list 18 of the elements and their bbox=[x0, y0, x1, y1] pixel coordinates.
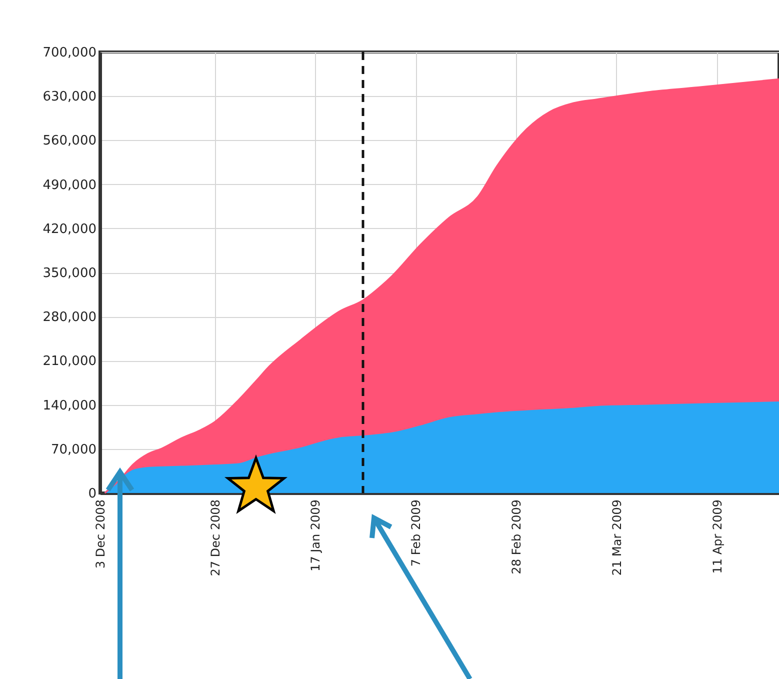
y-tick-label: 350,000 bbox=[42, 266, 96, 281]
x-tick-label: 28 Feb 2009 bbox=[510, 500, 524, 574]
y-tick-label: 490,000 bbox=[42, 178, 96, 193]
y-tick-label: 280,000 bbox=[42, 310, 96, 326]
y-tick-label: 0 bbox=[88, 486, 96, 502]
y-tick-label: 140,000 bbox=[42, 398, 96, 414]
x-tick-label: 7 Feb 2009 bbox=[409, 500, 424, 567]
x-tick-label: 3 Dec 2008 bbox=[94, 500, 108, 569]
x-tick-label: 27 Dec 2008 bbox=[208, 500, 222, 576]
y-tick-label: 70,000 bbox=[51, 442, 96, 458]
y-tick-label: 560,000 bbox=[42, 134, 96, 149]
y-tick-label: 630,000 bbox=[42, 90, 96, 105]
x-tick-label: 17 Jan 2009 bbox=[308, 500, 323, 572]
x-tick-label: 21 Mar 2009 bbox=[610, 500, 624, 576]
x-tick-label: 11 Apr 2009 bbox=[710, 500, 724, 574]
y-tick-label: 210,000 bbox=[42, 354, 96, 370]
y-tick-label: 420,000 bbox=[42, 222, 96, 237]
y-tick-label: 700,000 bbox=[42, 46, 96, 60]
